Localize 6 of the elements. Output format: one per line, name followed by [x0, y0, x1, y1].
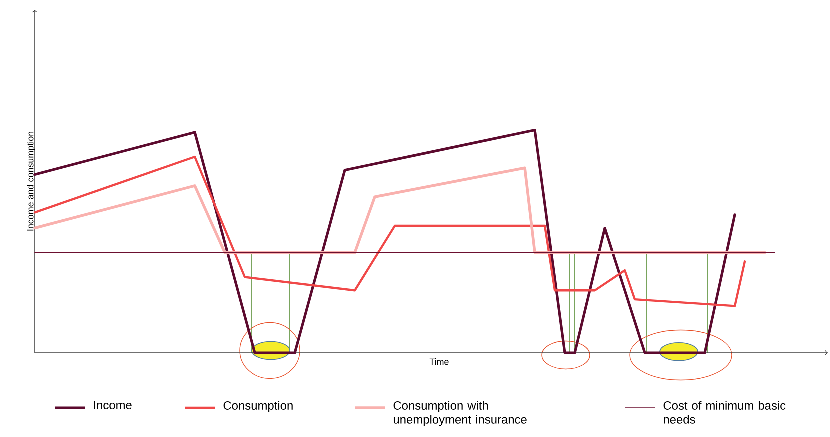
legend-label: Income [94, 401, 132, 410]
x-axis-title: Time [430, 358, 449, 366]
legend-label: Consumption [224, 401, 293, 412]
legend-label: Consumption with unemployment insurance [394, 401, 527, 426]
y-axis-title: Income and consumption [27, 132, 36, 231]
legend-label: Cost of minimum basic needs [664, 401, 786, 424]
